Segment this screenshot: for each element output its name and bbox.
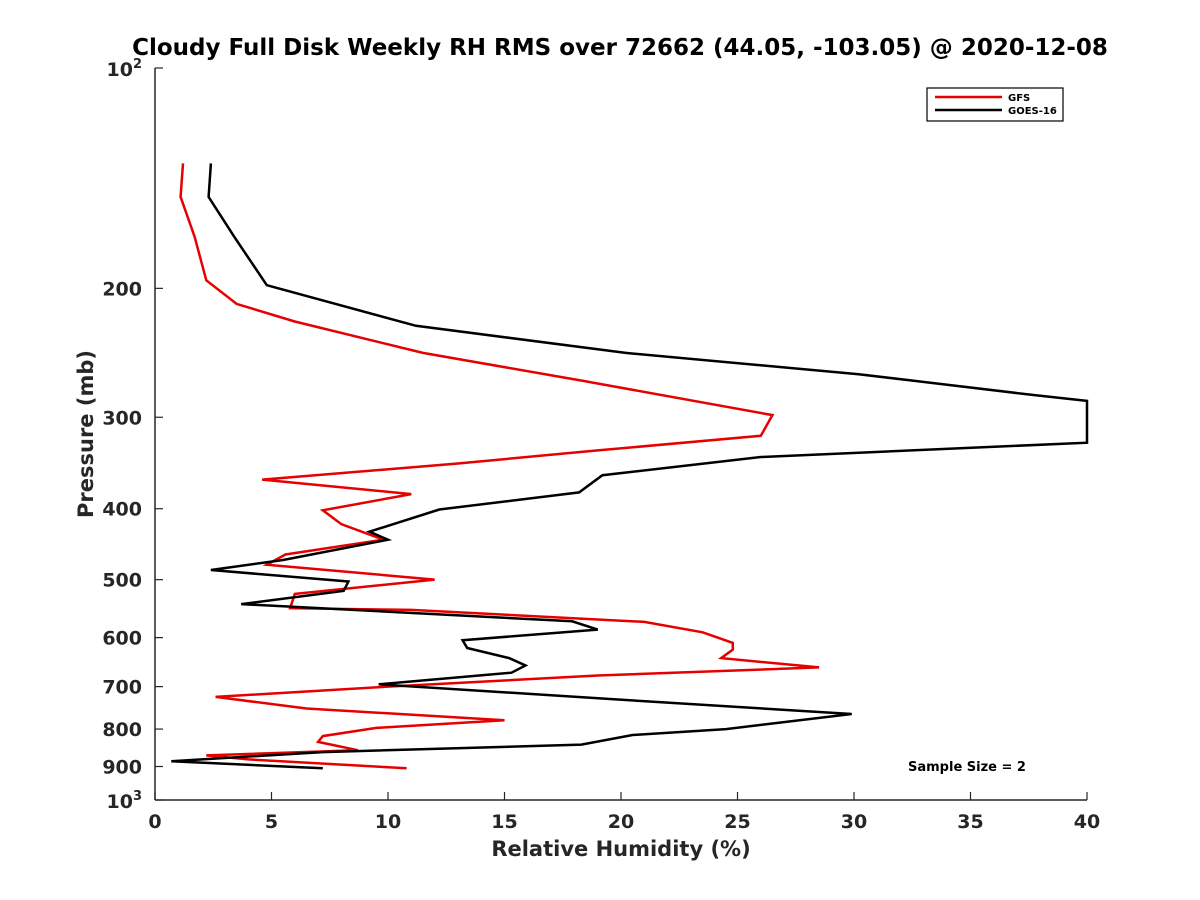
y-ticks: 102 200 300 400 500 600 700 800 900 103 — [102, 57, 163, 813]
series-line-gfs — [179, 163, 820, 770]
series-line-goes16 — [171, 163, 1089, 770]
y-tick-label: 900 — [102, 757, 142, 779]
legend: GFS GOES-16 — [926, 87, 1064, 122]
x-tick-label: 15 — [491, 811, 517, 833]
x-tick-label: 20 — [608, 811, 634, 833]
sample-size-annotation: Sample Size = 2 — [908, 760, 1026, 775]
y-tick-label: 500 — [102, 570, 142, 592]
legend-label-goes16: GOES-16 — [1008, 106, 1057, 117]
y-tick-label: 300 — [102, 407, 142, 429]
y-tick-label: 600 — [102, 628, 142, 650]
y-tick-label: 200 — [102, 278, 142, 300]
x-tick-label: 30 — [841, 811, 867, 833]
y-axis-label: Pressure (mb) — [74, 350, 98, 518]
y-tick-label: 103 — [107, 789, 143, 813]
x-tick-label: 10 — [375, 811, 401, 833]
x-tick-label: 25 — [724, 811, 750, 833]
chart-title: Cloudy Full Disk Weekly RH RMS over 7266… — [132, 35, 1108, 61]
x-tick-label: 40 — [1074, 811, 1100, 833]
legend-box — [926, 87, 1064, 122]
legend-label-gfs: GFS — [1008, 93, 1030, 104]
x-ticks: 0 5 10 15 20 25 30 35 40 — [148, 792, 1100, 833]
y-tick-label: 700 — [102, 677, 142, 699]
x-tick-label: 5 — [265, 811, 278, 833]
y-tick-label: 102 — [107, 57, 143, 81]
y-tick-label: 800 — [102, 719, 142, 741]
series-layer — [171, 163, 1089, 770]
x-tick-label: 0 — [148, 811, 161, 833]
x-axis-label: Relative Humidity (%) — [491, 837, 750, 861]
x-tick-label: 35 — [957, 811, 983, 833]
y-tick-label: 400 — [102, 499, 142, 521]
